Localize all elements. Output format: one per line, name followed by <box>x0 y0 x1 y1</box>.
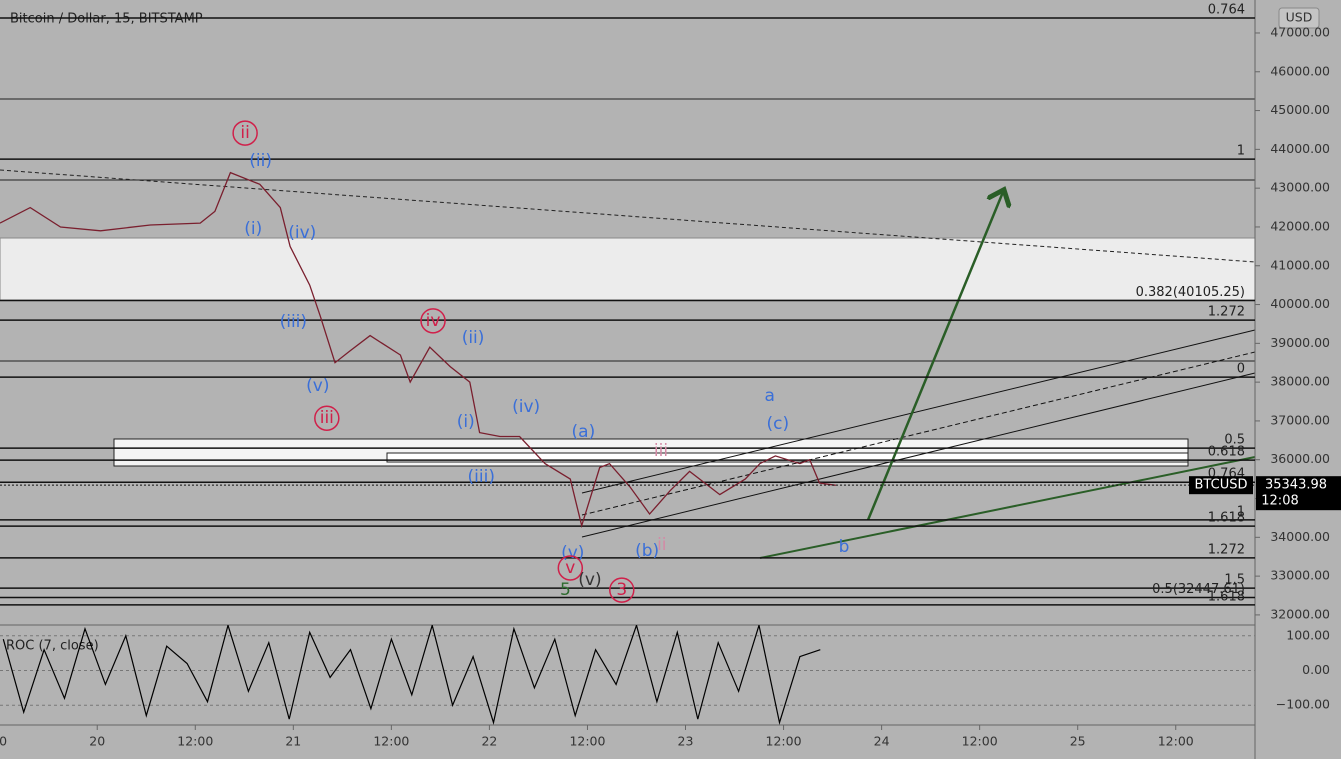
osc-tick-label: −100.00 <box>1276 697 1330 712</box>
wave-label: iii <box>320 408 334 428</box>
wave-label: ii <box>657 535 666 555</box>
countdown: 12:08 <box>1261 494 1298 509</box>
y-tick-label: 36000.00 <box>1270 451 1330 466</box>
oscillator-line <box>2 625 821 725</box>
y-tick-label: 42000.00 <box>1270 218 1330 233</box>
wave-circle <box>232 120 258 146</box>
y-tick-label: 41000.00 <box>1270 257 1330 272</box>
wave-label: (a) <box>572 422 596 442</box>
currency-box <box>1278 7 1320 29</box>
wave-label: (v) <box>561 543 584 563</box>
y-tick-label: 45000.00 <box>1270 102 1330 117</box>
y-tick-label: 33000.00 <box>1270 568 1330 583</box>
y-tick-label: 43000.00 <box>1270 180 1330 195</box>
y-tick-label: 37000.00 <box>1270 412 1330 427</box>
x-tick-label: 12:00 <box>373 734 409 749</box>
channel-line <box>581 351 1256 516</box>
y-tick-label: 32000.00 <box>1270 606 1330 621</box>
y-tick-label: 39000.00 <box>1270 335 1330 350</box>
wave-label: 3 <box>616 580 627 600</box>
x-tick-label: 23 <box>678 734 694 749</box>
wave-label: iii <box>654 441 668 461</box>
wave-circle <box>420 308 446 334</box>
indicator-label: ROC (7, close) <box>6 639 99 654</box>
x-tick-label: 12:00 <box>1158 734 1194 749</box>
fib-label: 1.5 <box>1224 573 1245 588</box>
channel-line <box>581 372 1256 538</box>
osc-tick-label: 100.00 <box>1286 627 1330 642</box>
last-price: 35343.98 <box>1265 478 1327 493</box>
x-tick-label: 20 <box>89 734 105 749</box>
channel-line <box>581 329 1256 494</box>
wave-label: (iii) <box>280 312 307 332</box>
fib-label: 0 <box>1237 362 1245 377</box>
zone-box <box>386 452 1189 463</box>
wave-label: iv <box>426 311 441 331</box>
x-tick-label: 12:00 <box>177 734 213 749</box>
wave-label: (ii) <box>462 328 485 348</box>
wave-label: (v) <box>578 570 601 590</box>
chart-title: Bitcoin / Dollar, 15, BITSTAMP <box>10 12 203 27</box>
fib-label: 1 <box>1237 144 1245 159</box>
wave-label: a <box>764 386 774 406</box>
wave-label: (v) <box>306 376 329 396</box>
fib-label: 1.618 <box>1208 511 1245 526</box>
x-tick-label: 12:00 <box>766 734 802 749</box>
wave-label: (c) <box>767 414 790 434</box>
projection-arrow <box>866 192 1003 521</box>
fib-label: 0.5 <box>1224 433 1245 448</box>
price-line <box>0 171 836 529</box>
wave-label: (iv) <box>512 397 540 417</box>
symbol-box <box>1189 476 1253 495</box>
y-tick-label: 46000.00 <box>1270 63 1330 78</box>
wave-label: (i) <box>244 219 262 239</box>
wave-circle <box>314 405 340 431</box>
x-tick-label: 12:00 <box>569 734 605 749</box>
y-tick-label: 44000.00 <box>1270 141 1330 156</box>
fib-label: 1.618 <box>1208 589 1245 604</box>
price-box <box>1256 476 1341 511</box>
y-tick-label: 38000.00 <box>1270 374 1330 389</box>
support-line <box>759 456 1256 559</box>
x-tick-label: 00 <box>0 734 7 749</box>
wave-label: (iv) <box>288 223 316 243</box>
wave-circle <box>609 577 635 603</box>
fib-label: 0.5(32447.61) <box>1152 582 1245 597</box>
fib-label: 1 <box>1237 504 1245 519</box>
wave-label: (iii) <box>468 467 495 487</box>
wave-label: b <box>839 537 850 557</box>
y-tick-label: 34000.00 <box>1270 529 1330 544</box>
zone-box <box>0 237 1256 301</box>
y-tick-label: 40000.00 <box>1270 296 1330 311</box>
wave-label: 5 <box>560 580 571 600</box>
wave-circle <box>557 555 584 581</box>
wave-label: v <box>565 558 575 578</box>
wave-label: (ii) <box>249 151 272 171</box>
wave-label: (b) <box>635 541 659 561</box>
fib-label: 0.618 <box>1208 445 1245 460</box>
fib-label: 0.764 <box>1208 3 1245 18</box>
currency: USD <box>1286 10 1313 25</box>
x-tick-label: 21 <box>285 734 301 749</box>
x-tick-label: 22 <box>481 734 497 749</box>
fib-label: 1.272 <box>1208 305 1245 320</box>
fib-label: 1.272 <box>1208 542 1245 557</box>
symbol-label: BTCUSD <box>1195 478 1248 493</box>
x-tick-label: 12:00 <box>962 734 998 749</box>
osc-tick-label: 0.00 <box>1302 662 1330 677</box>
wave-label: ii <box>240 123 249 143</box>
x-tick-label: 24 <box>874 734 890 749</box>
x-tick-label: 25 <box>1070 734 1086 749</box>
wave-label: (i) <box>457 412 475 432</box>
fib-label: 0.382(40105.25) <box>1136 285 1245 300</box>
y-tick-label: 47000.00 <box>1270 24 1330 39</box>
